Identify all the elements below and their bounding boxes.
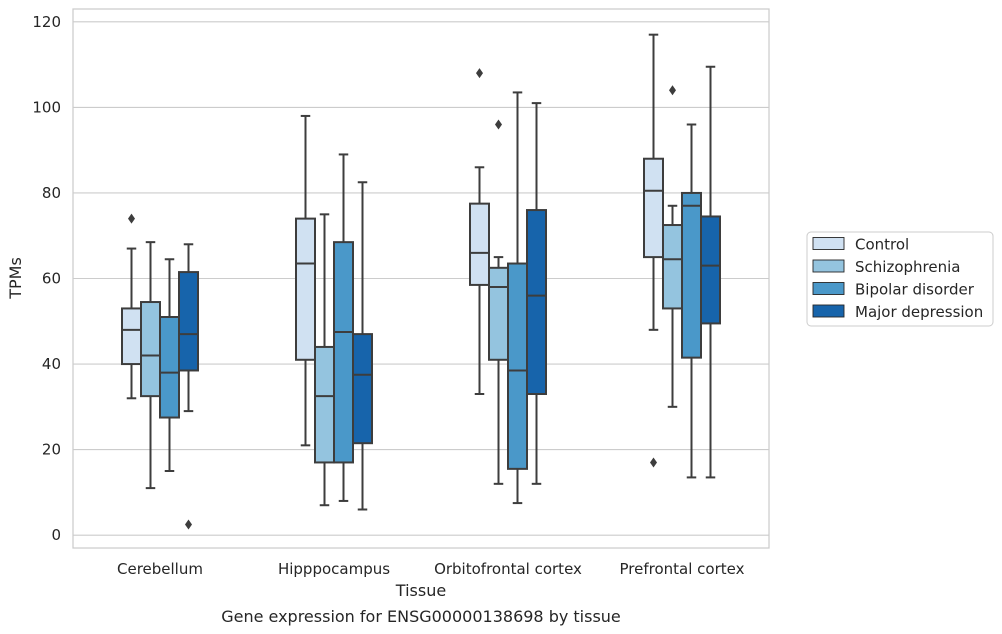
y-tick-label: 40 [42,355,61,373]
box-group [643,33,664,468]
x-tick-label: Hipppocampus [278,560,390,578]
box [526,209,547,395]
box [700,215,721,325]
legend-swatch [812,259,845,273]
outlier-point [185,519,192,530]
x-tick-labels: Cerebellum Hipppocampus Orbitofrontal cort… [117,560,745,578]
legend: Control Schizophrenia Bipolar disorder Majo… [806,231,994,327]
box-group [681,123,702,479]
legend-label: Major depression [855,303,983,321]
chart-caption: Gene expression for ENSG00000138698 by t… [221,607,621,626]
box-group [295,114,316,447]
outlier-point [476,68,483,79]
x-axis-label: Tissue [395,581,446,600]
box [140,301,161,398]
box [159,316,180,419]
box-group [526,102,547,485]
y-tick-label: 100 [32,98,61,116]
y-tick-label: 120 [32,13,61,31]
legend-swatch [812,282,845,295]
outlier-point [650,457,657,468]
box [469,202,490,286]
box-group [333,153,354,502]
box-group [159,258,180,472]
box [488,266,509,361]
box-group [352,181,373,511]
outlier-point [495,119,502,130]
legend-items: Control Schizophrenia Bipolar disorder Majo… [812,236,983,321]
box [121,307,142,366]
y-axis-label: TPMs [6,257,25,300]
legend-frame [806,231,994,327]
legend-swatch [812,304,845,318]
box-group [121,213,142,400]
y-tick-label: 60 [42,270,61,288]
y-tick-label: 20 [42,441,61,459]
y-tick-label: 0 [51,526,61,544]
box [178,271,199,372]
legend-label: Schizophrenia [855,258,960,276]
box-group [662,85,683,408]
box [295,217,316,361]
box-group [700,65,721,479]
y-tick-labels: 0 20 40 60 80 100 120 [32,13,61,544]
box-group [488,119,509,485]
legend-swatch [812,237,845,250]
box [662,224,683,310]
box-group [469,68,490,395]
plot-boxes [121,33,721,530]
box [643,157,664,259]
box [314,345,335,464]
box-group [507,91,528,505]
outlier-point [128,213,135,224]
outlier-point [669,85,676,96]
box-group [314,213,335,507]
y-tick-label: 80 [42,184,61,202]
box [352,333,373,445]
x-tick-label: Orbitofrontal cortex [434,560,582,578]
legend-label: Bipolar disorder [855,281,975,299]
legend-label: Control [855,236,909,254]
box-group [178,243,199,530]
box [507,262,528,470]
x-tick-label: Prefrontal cortex [620,560,745,578]
x-tick-label: Cerebellum [117,560,203,578]
plot-frame [72,8,770,549]
box [681,191,702,359]
box [333,241,354,464]
